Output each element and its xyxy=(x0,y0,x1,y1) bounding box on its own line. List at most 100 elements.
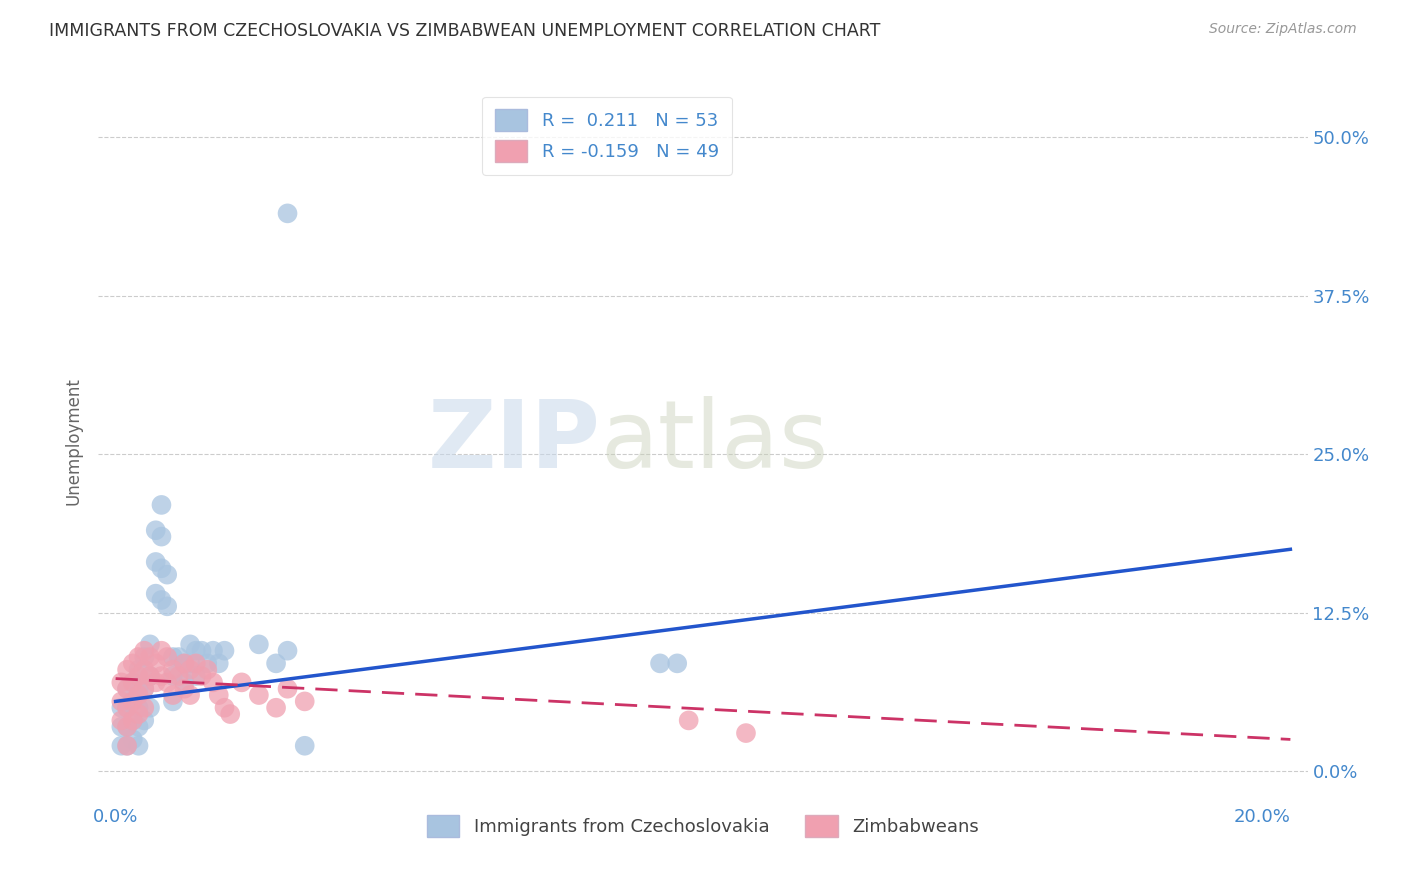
Point xyxy=(121,732,143,747)
Legend: Immigrants from Czechoslovakia, Zimbabweans: Immigrants from Czechoslovakia, Zimbabwe… xyxy=(419,808,987,845)
Point xyxy=(134,700,156,714)
Point xyxy=(150,643,173,657)
Point xyxy=(167,669,190,683)
Point xyxy=(115,700,138,714)
Point xyxy=(128,700,150,714)
Y-axis label: Unemployment: Unemployment xyxy=(65,377,83,506)
Point xyxy=(294,694,316,708)
Point xyxy=(179,637,201,651)
Point xyxy=(150,498,173,512)
Point xyxy=(115,739,138,753)
Point xyxy=(115,681,138,696)
Point xyxy=(173,657,195,671)
Point xyxy=(139,637,162,651)
Point xyxy=(208,657,231,671)
Point xyxy=(128,681,150,696)
Point xyxy=(121,694,143,708)
Point xyxy=(150,669,173,683)
Point xyxy=(162,650,184,665)
Point xyxy=(145,587,167,601)
Point xyxy=(128,739,150,753)
Text: atlas: atlas xyxy=(600,395,828,488)
Point xyxy=(162,669,184,683)
Point xyxy=(134,643,156,657)
Point xyxy=(115,681,138,696)
Point xyxy=(202,675,225,690)
Point xyxy=(115,720,138,734)
Point xyxy=(184,643,207,657)
Point xyxy=(121,714,143,728)
Point xyxy=(666,657,689,671)
Point xyxy=(195,663,218,677)
Point xyxy=(134,714,156,728)
Point xyxy=(264,700,287,714)
Point xyxy=(145,523,167,537)
Point xyxy=(277,643,299,657)
Point xyxy=(214,643,236,657)
Point xyxy=(167,650,190,665)
Point xyxy=(110,700,132,714)
Point xyxy=(173,675,195,690)
Point xyxy=(156,599,179,614)
Point xyxy=(145,657,167,671)
Point xyxy=(139,669,162,683)
Point xyxy=(134,681,156,696)
Point xyxy=(121,694,143,708)
Point xyxy=(156,567,179,582)
Point xyxy=(128,720,150,734)
Point xyxy=(173,657,195,671)
Point xyxy=(139,700,162,714)
Point xyxy=(294,739,316,753)
Point xyxy=(162,694,184,708)
Point xyxy=(156,675,179,690)
Point xyxy=(150,593,173,607)
Point xyxy=(277,206,299,220)
Point xyxy=(110,675,132,690)
Point xyxy=(190,643,212,657)
Point xyxy=(179,657,201,671)
Point xyxy=(735,726,758,740)
Point xyxy=(184,657,207,671)
Point xyxy=(145,675,167,690)
Point xyxy=(110,739,132,753)
Point xyxy=(247,688,270,702)
Point xyxy=(208,688,231,702)
Point xyxy=(678,714,700,728)
Point xyxy=(264,657,287,671)
Point xyxy=(115,700,138,714)
Point xyxy=(128,688,150,702)
Point xyxy=(134,650,156,665)
Point xyxy=(110,720,132,734)
Point xyxy=(139,650,162,665)
Point xyxy=(115,720,138,734)
Point xyxy=(128,707,150,722)
Point xyxy=(115,739,138,753)
Point xyxy=(648,657,671,671)
Point xyxy=(173,681,195,696)
Point xyxy=(128,650,150,665)
Point xyxy=(231,675,253,690)
Point xyxy=(162,688,184,702)
Point xyxy=(134,681,156,696)
Point xyxy=(110,714,132,728)
Point xyxy=(195,657,218,671)
Point xyxy=(115,663,138,677)
Point xyxy=(128,669,150,683)
Point xyxy=(110,694,132,708)
Point xyxy=(121,714,143,728)
Point xyxy=(219,707,242,722)
Text: ZIP: ZIP xyxy=(427,395,600,488)
Point xyxy=(214,700,236,714)
Point xyxy=(121,675,143,690)
Point xyxy=(121,657,143,671)
Point xyxy=(128,663,150,677)
Point xyxy=(277,681,299,696)
Point xyxy=(184,669,207,683)
Point xyxy=(179,663,201,677)
Point xyxy=(139,669,162,683)
Text: IMMIGRANTS FROM CZECHOSLOVAKIA VS ZIMBABWEAN UNEMPLOYMENT CORRELATION CHART: IMMIGRANTS FROM CZECHOSLOVAKIA VS ZIMBAB… xyxy=(49,22,880,40)
Text: Source: ZipAtlas.com: Source: ZipAtlas.com xyxy=(1209,22,1357,37)
Point xyxy=(145,555,167,569)
Point xyxy=(162,663,184,677)
Point xyxy=(156,650,179,665)
